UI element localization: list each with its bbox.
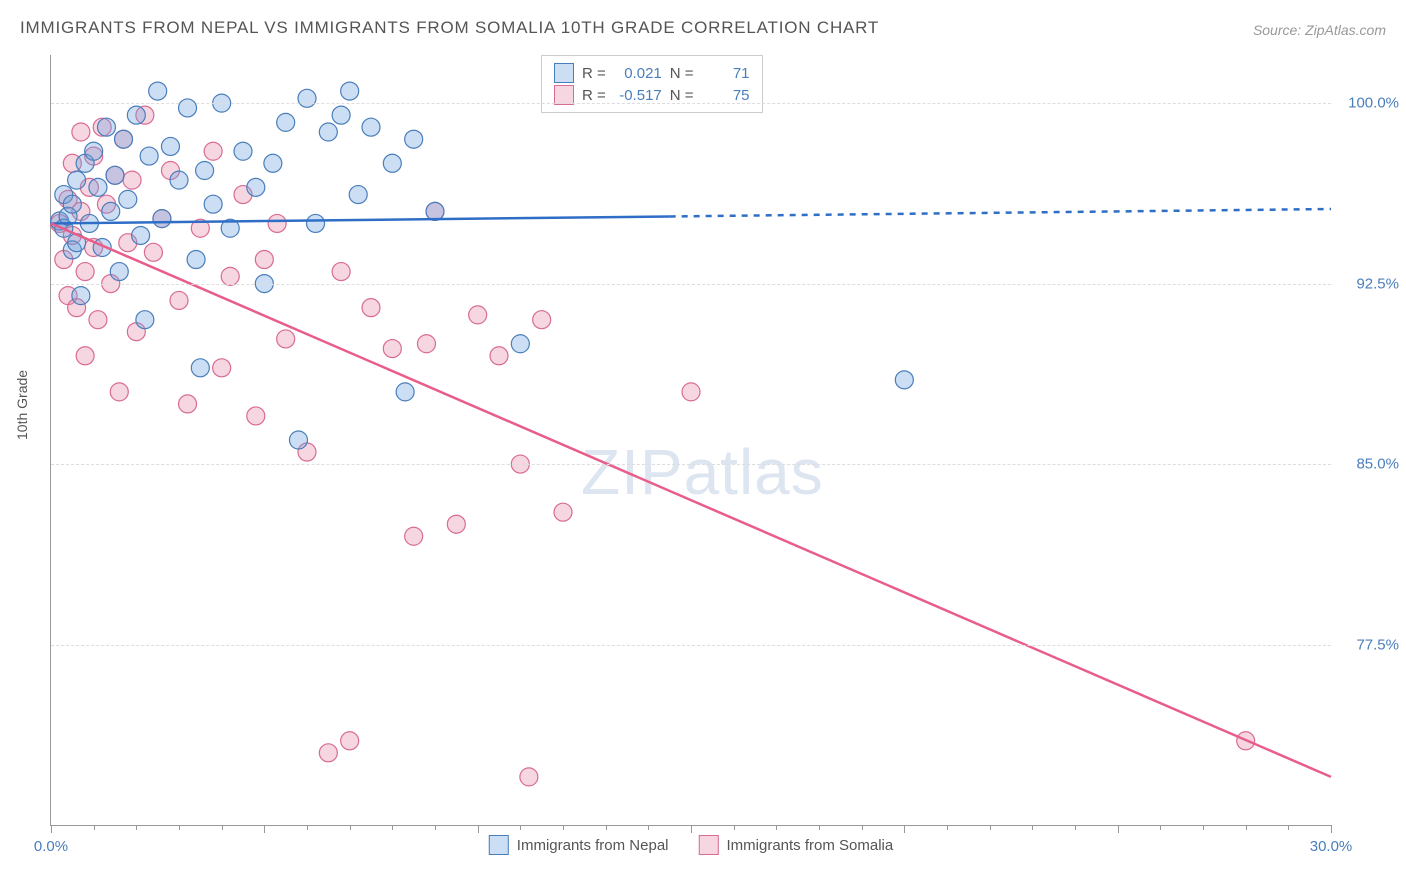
data-point-nepal xyxy=(179,99,197,117)
data-point-nepal xyxy=(102,202,120,220)
data-point-somalia xyxy=(170,291,188,309)
data-point-somalia xyxy=(72,123,90,141)
data-point-somalia xyxy=(554,503,572,521)
data-point-nepal xyxy=(264,154,282,172)
data-point-nepal xyxy=(140,147,158,165)
data-point-nepal xyxy=(72,287,90,305)
data-point-somalia xyxy=(89,311,107,329)
data-point-somalia xyxy=(469,306,487,324)
data-point-nepal xyxy=(426,202,444,220)
data-point-nepal xyxy=(895,371,913,389)
data-point-somalia xyxy=(123,171,141,189)
data-point-somalia xyxy=(417,335,435,353)
y-tick-label: 77.5% xyxy=(1356,636,1399,653)
data-point-somalia xyxy=(533,311,551,329)
data-point-somalia xyxy=(76,347,94,365)
data-point-nepal xyxy=(362,118,380,136)
y-tick-label: 92.5% xyxy=(1356,275,1399,292)
data-point-nepal xyxy=(153,210,171,228)
source-attribution: Source: ZipAtlas.com xyxy=(1253,22,1386,38)
regression-line-nepal xyxy=(51,216,670,223)
data-point-nepal xyxy=(161,137,179,155)
plot-area: ZIPatlas R = 0.021 N = 71 R = -0.517 N =… xyxy=(50,55,1331,826)
data-point-nepal xyxy=(149,82,167,100)
data-point-nepal xyxy=(119,190,137,208)
data-point-nepal xyxy=(115,130,133,148)
series-legend: Immigrants from Nepal Immigrants from So… xyxy=(489,835,893,855)
data-point-somalia xyxy=(268,214,286,232)
y-axis-label: 10th Grade xyxy=(14,370,30,440)
data-point-nepal xyxy=(110,263,128,281)
data-point-nepal xyxy=(187,251,205,269)
data-point-nepal xyxy=(63,195,81,213)
regression-line-somalia xyxy=(51,223,1331,776)
legend-label-somalia: Immigrants from Somalia xyxy=(727,837,894,854)
data-point-somalia xyxy=(213,359,231,377)
data-point-nepal xyxy=(196,162,214,180)
data-point-somalia xyxy=(110,383,128,401)
data-point-somalia xyxy=(520,768,538,786)
data-point-somalia xyxy=(144,243,162,261)
data-point-nepal xyxy=(277,113,295,131)
data-point-somalia xyxy=(76,263,94,281)
data-point-nepal xyxy=(170,171,188,189)
x-tick-label-min: 0.0% xyxy=(34,838,68,855)
data-point-nepal xyxy=(204,195,222,213)
data-point-somalia xyxy=(247,407,265,425)
legend-item-somalia: Immigrants from Somalia xyxy=(699,835,894,855)
data-point-nepal xyxy=(383,154,401,172)
data-point-somalia xyxy=(179,395,197,413)
data-point-somalia xyxy=(405,527,423,545)
data-point-somalia xyxy=(204,142,222,160)
data-point-nepal xyxy=(97,118,115,136)
data-point-somalia xyxy=(332,263,350,281)
x-tick-label-max: 30.0% xyxy=(1310,838,1353,855)
data-point-nepal xyxy=(85,142,103,160)
data-point-somalia xyxy=(319,744,337,762)
y-tick-label: 85.0% xyxy=(1356,456,1399,473)
chart-title: IMMIGRANTS FROM NEPAL VS IMMIGRANTS FROM… xyxy=(20,18,879,38)
data-point-nepal xyxy=(136,311,154,329)
data-point-somalia xyxy=(362,299,380,317)
data-point-nepal xyxy=(307,214,325,232)
data-point-somalia xyxy=(447,515,465,533)
data-point-nepal xyxy=(349,186,367,204)
data-point-nepal xyxy=(234,142,252,160)
data-point-somalia xyxy=(255,251,273,269)
data-point-nepal xyxy=(106,166,124,184)
data-point-nepal xyxy=(298,89,316,107)
data-point-nepal xyxy=(132,226,150,244)
data-point-somalia xyxy=(383,340,401,358)
data-point-nepal xyxy=(89,178,107,196)
legend-item-nepal: Immigrants from Nepal xyxy=(489,835,669,855)
data-point-nepal xyxy=(511,335,529,353)
y-tick-label: 100.0% xyxy=(1348,95,1399,112)
data-point-nepal xyxy=(247,178,265,196)
swatch-nepal xyxy=(489,835,509,855)
data-point-nepal xyxy=(319,123,337,141)
regression-line-nepal-extrapolated xyxy=(670,209,1331,216)
data-point-somalia xyxy=(682,383,700,401)
data-point-somalia xyxy=(341,732,359,750)
data-point-nepal xyxy=(332,106,350,124)
data-point-nepal xyxy=(396,383,414,401)
data-point-nepal xyxy=(341,82,359,100)
swatch-somalia xyxy=(699,835,719,855)
legend-label-nepal: Immigrants from Nepal xyxy=(517,837,669,854)
data-point-nepal xyxy=(191,359,209,377)
data-point-somalia xyxy=(490,347,508,365)
data-point-nepal xyxy=(405,130,423,148)
data-point-nepal xyxy=(289,431,307,449)
data-point-nepal xyxy=(127,106,145,124)
data-point-nepal xyxy=(68,171,86,189)
data-point-somalia xyxy=(277,330,295,348)
chart-svg xyxy=(51,55,1331,825)
